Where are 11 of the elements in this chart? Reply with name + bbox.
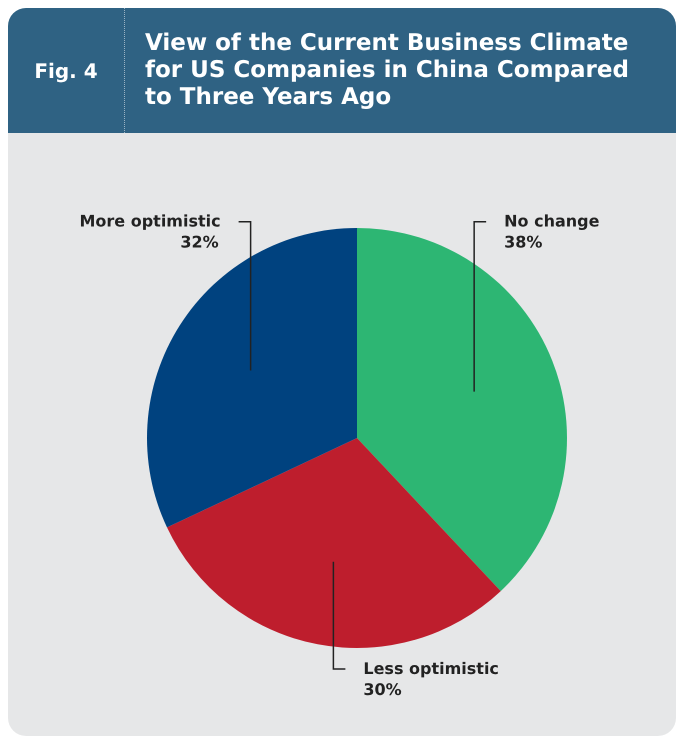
pie-slice: [357, 228, 567, 592]
pie-slice: [147, 228, 357, 528]
slice-label: No change: [504, 212, 600, 231]
data-label: 38%: [504, 232, 542, 252]
data-label: 30%: [363, 680, 402, 699]
chart-title: View of the Current Business Climate for US Companies in China Compared to Three Years Ago: [144, 30, 630, 111]
pie-slice: [166, 438, 501, 648]
caption: Fig. 4: [34, 58, 98, 82]
slice-label: More optimistic: [80, 212, 221, 231]
data-label: 32%: [180, 232, 219, 252]
slice-label: Less optimistic: [363, 659, 499, 678]
